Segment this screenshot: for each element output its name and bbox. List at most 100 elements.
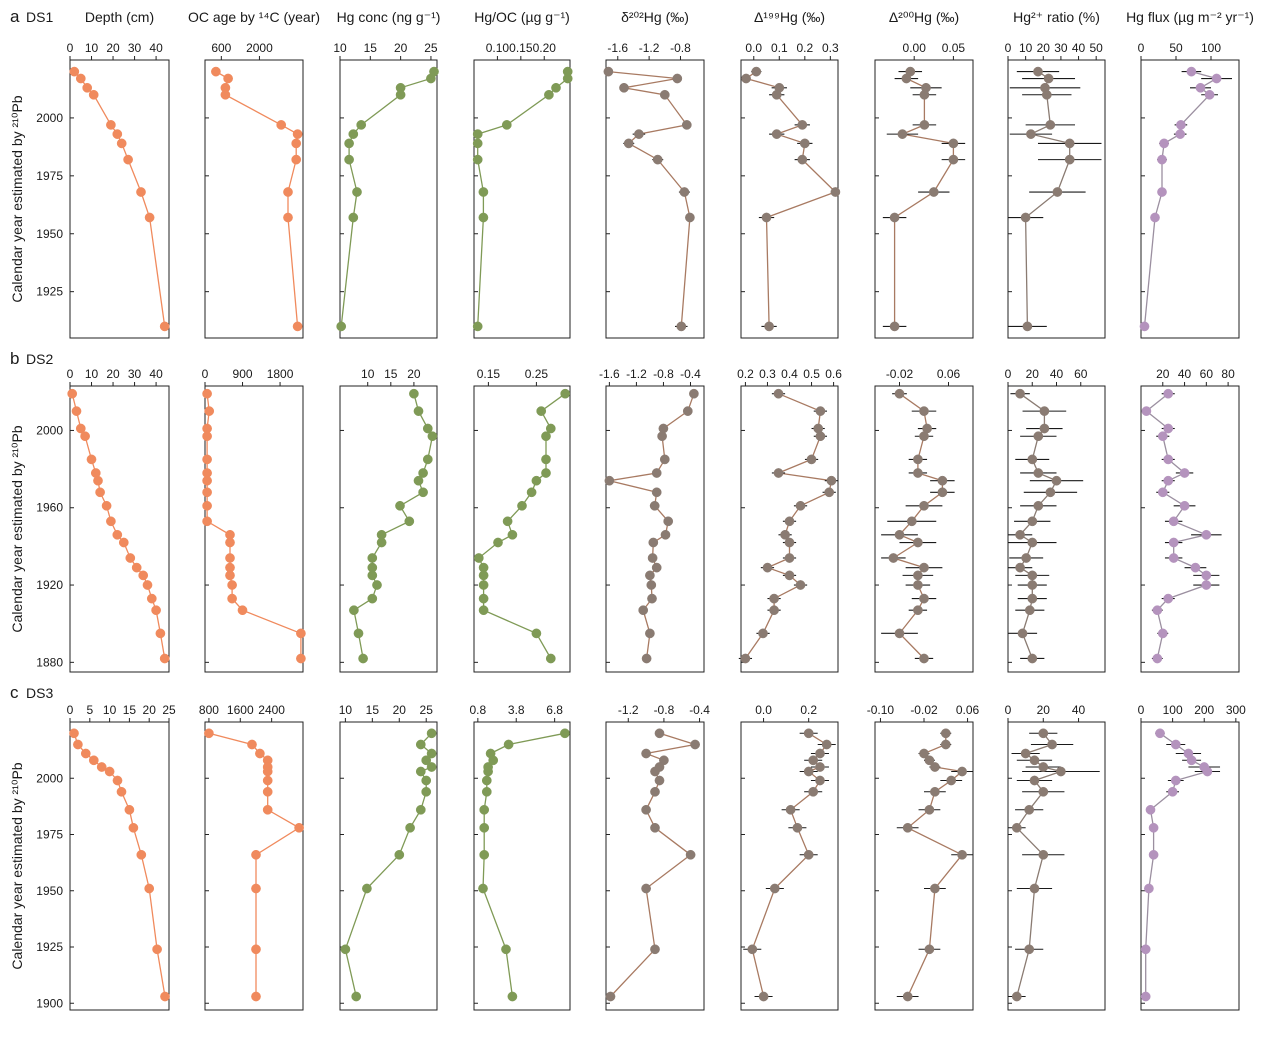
plot-frame <box>605 59 705 339</box>
data-point <box>481 775 492 786</box>
data-point <box>294 822 304 833</box>
plot-frame <box>1140 59 1240 339</box>
x-tick-label: 10 <box>103 703 117 717</box>
data-point <box>1140 944 1151 955</box>
data-point <box>815 748 825 759</box>
data-point <box>204 406 215 416</box>
data-point <box>901 73 912 84</box>
data-point <box>237 605 248 616</box>
data-point <box>1011 991 1022 1002</box>
data-point <box>422 454 433 465</box>
data-point <box>479 849 490 860</box>
column-titles: Depth (cm) OC age by ¹⁴C (year) Hg conc (n… <box>85 9 1254 25</box>
data-point <box>771 129 782 139</box>
data-point <box>1168 553 1179 563</box>
x-tick-label: -0.8 <box>654 703 675 717</box>
series-line <box>73 71 166 327</box>
data-point <box>803 849 814 860</box>
data-point <box>762 562 773 573</box>
data-point <box>1186 755 1197 766</box>
data-point <box>924 804 935 815</box>
column-depth: 0 10 20 30 40 <box>67 41 170 339</box>
data-point <box>660 529 671 540</box>
plot-frame <box>204 721 304 1011</box>
data-point <box>1159 138 1169 149</box>
data-point <box>426 73 436 84</box>
x-tick-label: 20 <box>393 703 407 717</box>
data-point <box>913 468 923 478</box>
plot-frame <box>1140 721 1240 1011</box>
data-point <box>785 804 796 815</box>
x-tick-label: 0.6 <box>825 367 842 381</box>
data-point <box>797 154 808 165</box>
data-point <box>144 212 155 223</box>
x-tick-label: 0.10 <box>486 41 510 55</box>
column-hg2: 0 20 40 60 <box>1005 367 1106 673</box>
data-point <box>283 187 293 197</box>
x-tick-label: 25 <box>162 703 176 717</box>
series-line <box>215 71 299 327</box>
x-tick-label: 0 <box>1138 703 1145 717</box>
x-tick-label: 0.3 <box>822 41 839 55</box>
plot-frame <box>1140 385 1240 673</box>
data-point <box>1015 388 1025 399</box>
data-point <box>919 562 929 573</box>
data-point <box>957 849 967 860</box>
data-point <box>1163 423 1174 434</box>
data-point <box>638 605 649 616</box>
data-point <box>1038 786 1049 797</box>
data-point <box>292 129 303 139</box>
data-point <box>815 431 826 442</box>
data-point <box>395 500 405 511</box>
x-tick-label: 20 <box>106 41 120 55</box>
year-tick-label: 1960 <box>36 501 63 515</box>
x-tick-label: 0.20 <box>533 41 557 55</box>
data-point <box>479 804 490 815</box>
x-tick-label: 10 <box>85 367 99 381</box>
data-point <box>507 529 518 540</box>
data-point <box>948 138 959 149</box>
data-point <box>1204 89 1215 100</box>
data-point <box>1179 500 1190 511</box>
series-line <box>1143 70 1219 327</box>
data-point <box>784 516 795 527</box>
data-point <box>682 406 693 416</box>
data-point <box>1202 766 1213 777</box>
data-point <box>913 454 923 465</box>
data-point <box>679 187 690 197</box>
plot-frame <box>740 59 839 339</box>
column-iso: 0.2 0.3 0.4 0.5 0.6 <box>737 367 842 673</box>
data-point <box>919 748 929 759</box>
panel-letter: c <box>10 683 19 702</box>
data-point <box>251 944 261 955</box>
column-hg_conc: 10 15 20 25 <box>333 41 439 339</box>
data-point <box>545 653 556 664</box>
data-point <box>1157 628 1168 639</box>
data-point <box>123 154 133 165</box>
data-point <box>897 129 908 139</box>
data-point <box>262 766 273 777</box>
data-point <box>348 129 359 139</box>
data-point <box>1157 154 1167 165</box>
plot-frame <box>874 385 974 673</box>
x-tick-label: 0.3 <box>759 367 776 381</box>
data-point <box>1041 89 1052 100</box>
data-point <box>1052 187 1063 197</box>
data-point <box>356 120 367 130</box>
x-tick-label: -0.4 <box>680 367 701 381</box>
data-point <box>1155 728 1165 739</box>
data-point <box>605 991 616 1002</box>
x-tick-label: 900 <box>233 367 253 381</box>
data-point <box>472 129 483 139</box>
data-point <box>919 406 929 416</box>
data-point <box>155 628 166 639</box>
data-point <box>413 406 424 416</box>
data-point <box>136 849 147 860</box>
data-point <box>650 766 660 777</box>
data-point <box>1021 553 1032 563</box>
x-tick-label: 1800 <box>267 367 294 381</box>
data-point <box>395 89 406 100</box>
plot-frame <box>339 385 438 673</box>
data-point <box>1051 475 1062 486</box>
